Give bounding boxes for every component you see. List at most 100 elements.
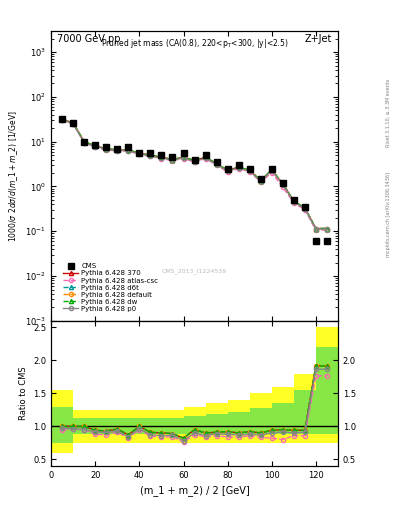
Y-axis label: Ratio to CMS: Ratio to CMS — [18, 367, 28, 420]
Pythia 6.428 d6t — [270, 167, 274, 173]
Pythia 6.428 p0 — [247, 168, 252, 174]
Pythia 6.428 atlas-csc — [93, 144, 97, 151]
Pythia 6.428 370 — [60, 116, 64, 122]
Pythia 6.428 370 — [115, 147, 119, 153]
Pythia 6.428 dw — [270, 167, 274, 173]
Line: Pythia 6.428 370: Pythia 6.428 370 — [60, 117, 329, 230]
Pythia 6.428 dw — [60, 116, 64, 122]
Pythia 6.428 default — [82, 139, 86, 145]
Pythia 6.428 atlas-csc — [159, 156, 164, 162]
Pythia 6.428 370 — [225, 167, 230, 174]
Pythia 6.428 dw — [148, 152, 153, 158]
Pythia 6.428 d6t — [325, 225, 329, 231]
Y-axis label: $1000/\sigma\ 2d\sigma/d(m\_1 + m\_2)$ [1/GeV]: $1000/\sigma\ 2d\sigma/d(m\_1 + m\_2)$ [… — [7, 110, 20, 242]
Pythia 6.428 atlas-csc — [314, 227, 318, 233]
Pythia 6.428 atlas-csc — [192, 159, 197, 165]
Pythia 6.428 dw — [303, 205, 307, 211]
Pythia 6.428 atlas-csc — [126, 148, 131, 154]
CMS — [203, 152, 208, 158]
Pythia 6.428 dw — [314, 225, 318, 231]
Pythia 6.428 p0 — [225, 168, 230, 174]
CMS — [170, 154, 175, 160]
Line: Pythia 6.428 p0: Pythia 6.428 p0 — [60, 118, 329, 231]
Pythia 6.428 dw — [159, 154, 164, 160]
Pythia 6.428 default — [225, 167, 230, 174]
Pythia 6.428 d6t — [137, 150, 142, 156]
Pythia 6.428 atlas-csc — [60, 117, 64, 123]
Pythia 6.428 d6t — [170, 157, 175, 163]
Pythia 6.428 370 — [303, 205, 307, 211]
Pythia 6.428 atlas-csc — [137, 152, 142, 158]
Text: 7000 GeV pp: 7000 GeV pp — [57, 34, 120, 44]
CMS — [214, 159, 219, 165]
Pythia 6.428 dw — [192, 157, 197, 163]
Pythia 6.428 d6t — [126, 147, 131, 153]
CMS — [270, 165, 274, 172]
Pythia 6.428 dw — [71, 120, 75, 126]
X-axis label: (m_1 + m_2) / 2 [GeV]: (m_1 + m_2) / 2 [GeV] — [140, 485, 250, 496]
Pythia 6.428 default — [71, 120, 75, 126]
Pythia 6.428 d6t — [82, 139, 86, 145]
Line: Pythia 6.428 dw: Pythia 6.428 dw — [60, 117, 329, 230]
Pythia 6.428 370 — [181, 154, 186, 160]
Pythia 6.428 default — [170, 157, 175, 163]
CMS — [303, 204, 307, 210]
Pythia 6.428 d6t — [314, 225, 318, 231]
Pythia 6.428 p0 — [236, 165, 241, 171]
Pythia 6.428 atlas-csc — [236, 165, 241, 172]
Text: Z+Jet: Z+Jet — [305, 34, 332, 44]
Legend: CMS, Pythia 6.428 370, Pythia 6.428 atlas-csc, Pythia 6.428 d6t, Pythia 6.428 de: CMS, Pythia 6.428 370, Pythia 6.428 atla… — [60, 261, 161, 314]
Pythia 6.428 p0 — [281, 182, 285, 188]
Pythia 6.428 default — [159, 154, 164, 160]
Pythia 6.428 d6t — [71, 120, 75, 126]
Pythia 6.428 d6t — [292, 198, 296, 204]
Pythia 6.428 370 — [71, 120, 75, 126]
Pythia 6.428 atlas-csc — [270, 169, 274, 176]
Line: Pythia 6.428 d6t: Pythia 6.428 d6t — [60, 117, 329, 230]
CMS — [126, 144, 131, 151]
Pythia 6.428 p0 — [325, 226, 329, 232]
Pythia 6.428 370 — [247, 167, 252, 174]
CMS — [148, 150, 153, 156]
Pythia 6.428 370 — [258, 178, 263, 184]
Pythia 6.428 p0 — [214, 161, 219, 167]
Pythia 6.428 dw — [137, 150, 142, 156]
CMS — [325, 238, 329, 244]
Pythia 6.428 atlas-csc — [325, 227, 329, 233]
Pythia 6.428 p0 — [82, 140, 86, 146]
Pythia 6.428 d6t — [192, 157, 197, 163]
CMS — [292, 197, 296, 203]
Pythia 6.428 dw — [115, 147, 119, 153]
Pythia 6.428 370 — [137, 150, 142, 156]
Pythia 6.428 d6t — [247, 167, 252, 174]
Text: CMS_2013_I1224539: CMS_2013_I1224539 — [162, 269, 227, 274]
Pythia 6.428 atlas-csc — [258, 179, 263, 185]
Pythia 6.428 atlas-csc — [281, 184, 285, 190]
Pythia 6.428 dw — [93, 143, 97, 149]
Pythia 6.428 atlas-csc — [303, 207, 307, 213]
Pythia 6.428 d6t — [104, 145, 108, 152]
Pythia 6.428 dw — [104, 145, 108, 152]
Pythia 6.428 370 — [203, 154, 208, 160]
Pythia 6.428 default — [60, 116, 64, 122]
Pythia 6.428 default — [203, 154, 208, 160]
Pythia 6.428 dw — [126, 147, 131, 153]
Pythia 6.428 d6t — [214, 161, 219, 167]
Pythia 6.428 370 — [281, 181, 285, 187]
Pythia 6.428 default — [258, 178, 263, 184]
Pythia 6.428 dw — [258, 178, 263, 184]
Pythia 6.428 default — [137, 150, 142, 156]
Pythia 6.428 default — [236, 164, 241, 170]
Pythia 6.428 d6t — [258, 178, 263, 184]
Pythia 6.428 atlas-csc — [292, 200, 296, 206]
Pythia 6.428 370 — [82, 139, 86, 145]
Pythia 6.428 default — [126, 147, 131, 153]
Pythia 6.428 d6t — [60, 116, 64, 122]
Pythia 6.428 d6t — [303, 205, 307, 211]
Pythia 6.428 p0 — [270, 167, 274, 174]
Pythia 6.428 370 — [270, 167, 274, 173]
Pythia 6.428 dw — [181, 154, 186, 160]
Pythia 6.428 370 — [325, 225, 329, 231]
Pythia 6.428 d6t — [225, 167, 230, 174]
CMS — [225, 165, 230, 172]
